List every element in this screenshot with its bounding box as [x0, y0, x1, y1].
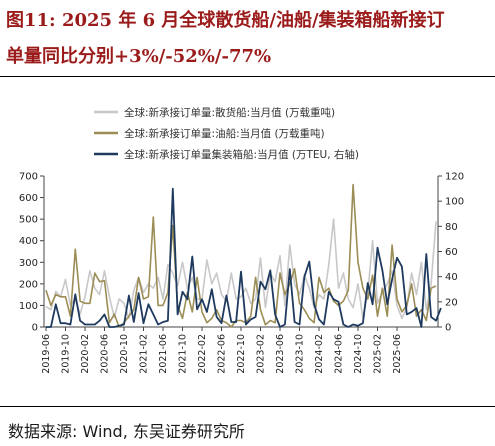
x-tick-label: 2024-06 — [334, 334, 345, 374]
x-tick-label: 2022-10 — [236, 334, 247, 374]
y-tick-label: 0 — [32, 323, 38, 334]
x-tick-label: 2023-02 — [256, 334, 267, 374]
bottom-rule — [0, 406, 495, 407]
legend-label-tanker: 全球:新承接订单量:油船:当月值 (万载重吨) — [124, 127, 325, 140]
y2-tick-label: 60 — [445, 247, 458, 258]
x-tick-label: 2021-10 — [178, 334, 189, 374]
x-tick-label: 2024-02 — [314, 334, 325, 374]
y-tick-label: 200 — [19, 279, 38, 290]
y-tick-label: 700 — [19, 172, 38, 183]
x-tick-label: 2021-06 — [158, 334, 169, 374]
x-tick-label: 2024-10 — [353, 334, 364, 374]
source-note: 数据来源: Wind, 东吴证券研究所 — [8, 422, 245, 441]
y2-tick-label: 40 — [445, 272, 458, 283]
line-chart: 全球:新承接订单量:散货船:当月值 (万载重吨) 全球:新承接订单量:油船:当月… — [19, 106, 464, 374]
x-tick-label: 2023-06 — [275, 334, 286, 374]
y-tick-label: 600 — [19, 193, 38, 204]
top-rule — [0, 76, 495, 77]
figure-title-line-2: 单量同比分别+3%/-52%/-77% — [6, 46, 272, 67]
y2-tick-label: 120 — [445, 172, 464, 183]
legend: 全球:新承接订单量:散货船:当月值 (万载重吨) 全球:新承接订单量:油船:当月… — [94, 106, 359, 161]
y-tick-label: 500 — [19, 215, 38, 226]
y2-tick-label: 0 — [445, 323, 451, 334]
y2-tick-label: 20 — [445, 297, 458, 308]
x-tick-label: 2020-10 — [119, 334, 130, 374]
y2-tick-label: 80 — [445, 222, 458, 233]
x-tick-label: 2019-10 — [61, 334, 72, 374]
figure-title-line-1: 图11: 2025 年 6 月全球散货船/油船/集装箱船新接订 — [6, 10, 445, 31]
series-lines — [45, 183, 442, 328]
x-tick-label: 2019-06 — [41, 334, 52, 374]
x-tick-label: 2023-10 — [295, 334, 306, 374]
y-tick-label: 400 — [19, 236, 38, 247]
y-tick-label: 300 — [19, 258, 38, 269]
legend-label-bulk: 全球:新承接订单量:散货船:当月值 (万载重吨) — [124, 106, 335, 119]
series-line-container — [46, 187, 442, 328]
x-tick-label: 2022-06 — [217, 334, 228, 374]
x-tick-label: 2022-02 — [197, 334, 208, 374]
x-tick-label: 2021-02 — [139, 334, 150, 374]
x-tick-label: 2020-02 — [80, 334, 91, 374]
legend-label-container: 全球:新承接订单量集装箱船:当月值 (万TEU, 右轴) — [124, 148, 359, 161]
x-tick-label: 2020-06 — [100, 334, 111, 374]
y-tick-label: 100 — [19, 301, 38, 312]
y2-tick-label: 100 — [445, 197, 464, 208]
x-tick-label: 2025-02 — [373, 334, 384, 374]
series-line-bulk — [45, 218, 437, 320]
series-line-tanker — [45, 183, 437, 328]
x-tick-label: 2025-06 — [392, 334, 403, 374]
